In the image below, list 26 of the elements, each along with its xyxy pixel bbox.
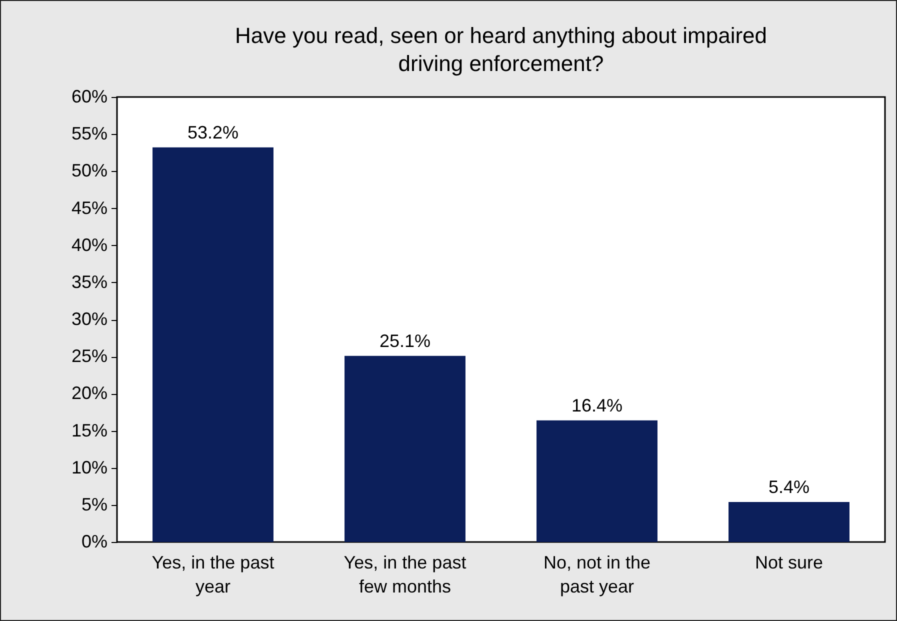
data-label: 53.2% bbox=[187, 122, 239, 142]
x-tick-label: No, not in the past year bbox=[543, 552, 651, 596]
y-tick-label: 25% bbox=[71, 346, 108, 366]
bar bbox=[536, 420, 658, 542]
y-tick-label: 50% bbox=[71, 160, 108, 181]
bar bbox=[152, 147, 274, 542]
x-tick-label: Not sure bbox=[754, 552, 824, 572]
x-tick-label: Yes, in the past few months bbox=[344, 552, 466, 596]
y-tick-label: 10% bbox=[71, 457, 108, 478]
y-tick-label: 40% bbox=[71, 234, 108, 255]
y-tick-label: 45% bbox=[71, 198, 108, 218]
x-tick-label: Yes, in the past year bbox=[152, 552, 274, 596]
bar bbox=[728, 502, 850, 542]
y-tick-label: 55% bbox=[71, 124, 108, 144]
data-label: 5.4% bbox=[768, 476, 810, 497]
y-tick-label: 20% bbox=[71, 383, 108, 404]
y-tick-label: 15% bbox=[71, 420, 108, 440]
chart-title: Have you read, seen or heard anything about impaired driving enforcement? bbox=[234, 23, 768, 76]
data-label: 16.4% bbox=[571, 395, 623, 416]
y-tick-label: 0% bbox=[81, 532, 108, 552]
y-tick-label: 35% bbox=[71, 272, 108, 292]
y-tick-label: 30% bbox=[71, 309, 108, 329]
data-label: 25.1% bbox=[379, 330, 431, 351]
y-tick-label: 5% bbox=[81, 494, 108, 514]
bar bbox=[344, 356, 466, 542]
y-tick-label: 60% bbox=[71, 86, 108, 106]
